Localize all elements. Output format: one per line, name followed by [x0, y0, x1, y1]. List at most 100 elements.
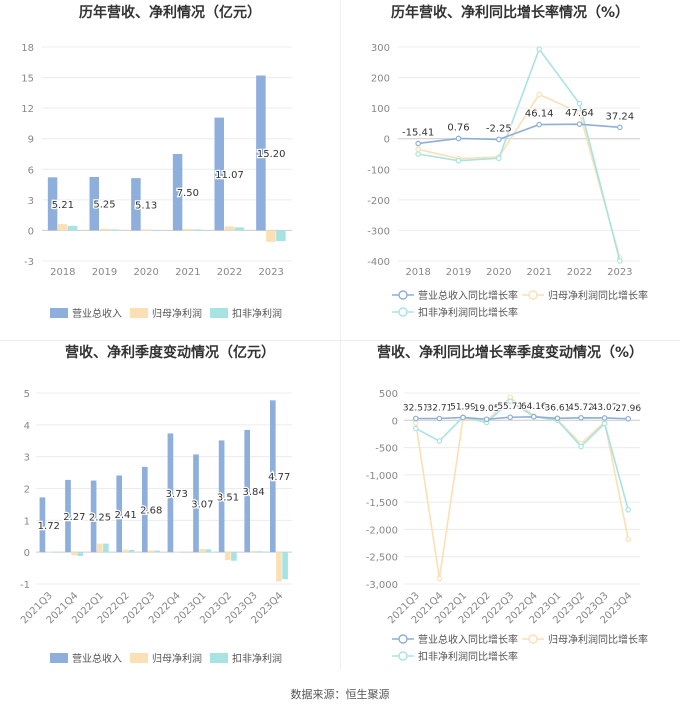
y-tick-label: 200 [371, 74, 390, 85]
data-label: 2.68 [140, 506, 162, 517]
bar-3 [109, 229, 119, 231]
y-tick-label: 1 [24, 516, 30, 527]
y-tick-label: 2 [24, 485, 30, 496]
y-tick-label: 0 [392, 416, 398, 427]
legend-swatch [130, 653, 148, 663]
legend-marker [528, 634, 538, 644]
y-tick-label: 6 [28, 165, 34, 176]
data-label: 0.76 [447, 122, 469, 133]
data-source-label: 数据来源：恒生聚源 [290, 688, 390, 701]
data-label: 4.77 [268, 472, 290, 483]
bar-1 [131, 178, 141, 231]
y-tick-label: -500 [375, 444, 398, 455]
series-line-2 [417, 93, 621, 259]
data-label: 2.41 [114, 510, 136, 521]
data-label: 2.27 [63, 512, 85, 523]
bar-3 [103, 543, 109, 553]
bar-3 [276, 230, 286, 242]
legend-marker [398, 307, 408, 317]
bar-1 [90, 480, 97, 553]
x-tick-label: 2022 [217, 267, 242, 278]
y-tick-label: -2,000 [366, 525, 398, 536]
x-tick-label: 2023 [258, 267, 283, 278]
legend-label: 营业总收入 [72, 307, 122, 320]
bar-3 [231, 552, 237, 561]
x-tick-label: 2023 [607, 267, 632, 278]
bar-3 [51, 551, 58, 553]
data-label: 19.05 [474, 404, 500, 414]
series-line-3 [418, 47, 621, 262]
series-point-3 [455, 157, 462, 164]
data-label: 45.72 [568, 403, 594, 413]
series-point-3 [576, 100, 583, 107]
series-line-1 [418, 123, 620, 145]
legend-label: 扣非净利润同比增长率 [418, 650, 518, 663]
bar-3 [234, 227, 244, 231]
data-label: 46.14 [525, 109, 554, 120]
data-label: 32.71 [427, 404, 453, 414]
bar-3 [205, 549, 212, 553]
bar-2 [276, 552, 282, 582]
legend-marker [398, 651, 408, 661]
legend-label: 扣非净利润 [232, 652, 282, 665]
y-tick-label: -3,000 [366, 580, 398, 591]
series-point-3 [507, 398, 514, 404]
y-tick-label: 18 [21, 43, 34, 54]
legend-label: 归母净利润同比增长率 [548, 633, 648, 646]
data-label: 3.51 [217, 492, 239, 503]
chart-3: 营收、净利季度变动情况（亿元）-10123452021Q32021Q42022Q… [19, 344, 292, 665]
bar-1 [172, 154, 183, 231]
series-point-1 [412, 415, 419, 422]
bar-3 [151, 229, 161, 231]
y-tick-label: -1 [20, 580, 30, 591]
x-tick-label: 2020 [133, 267, 158, 278]
bar-3 [282, 552, 288, 580]
bar-2 [96, 543, 103, 553]
bar-1 [116, 475, 123, 553]
y-tick-label: -2,500 [366, 553, 398, 564]
y-tick-label: 5 [24, 389, 30, 400]
series-line-2 [415, 396, 629, 579]
bar-2 [250, 550, 257, 553]
bar-3 [192, 229, 203, 231]
series-point-3 [601, 420, 608, 427]
y-tick-label: 12 [21, 104, 34, 115]
bar-2 [173, 551, 180, 553]
x-tick-label: 2021 [526, 267, 551, 278]
x-tick-label: 2018 [50, 267, 75, 278]
bar-3 [67, 225, 78, 231]
series-point-1 [536, 121, 542, 128]
bar-1 [218, 440, 225, 553]
horizontal-divider [0, 340, 680, 341]
y-tick-label: -1,500 [366, 498, 398, 509]
legend-marker [528, 290, 538, 300]
series-point-1 [576, 121, 583, 127]
legend-label: 营业总收入同比增长率 [418, 289, 518, 302]
chart-2: 历年营收、净利同比增长率情况（%） -400 -300 -200 -100 0 100 200… [367, 4, 648, 319]
data-label: 55.71 [497, 402, 523, 412]
y-tick-label: 9 [28, 135, 34, 146]
data-label: 3.73 [166, 489, 188, 500]
bar-1 [141, 466, 148, 553]
bar-1 [65, 479, 71, 553]
data-label: 7.50 [177, 188, 199, 199]
legend-label: 归母净利润 [152, 652, 202, 665]
series-point-3 [412, 425, 419, 432]
series-point-3 [625, 506, 632, 513]
y-tick-label: -300 [367, 226, 390, 237]
y-tick-label: 15 [21, 74, 34, 85]
bar-2 [122, 549, 129, 553]
series-point-1 [483, 416, 490, 423]
series-point-2 [625, 536, 632, 543]
bar-1 [244, 429, 251, 553]
data-label: 36.61 [545, 403, 571, 413]
data-label: 47.64 [565, 108, 594, 119]
bar-2 [182, 228, 193, 231]
bar-3 [179, 551, 186, 553]
x-tick-label: 2019 [92, 267, 117, 278]
series-point-1 [507, 414, 514, 421]
data-label: 2.25 [89, 512, 111, 523]
y-tick-label: 300 [371, 43, 390, 54]
legend-label: 归母净利润同比增长率 [548, 289, 648, 302]
